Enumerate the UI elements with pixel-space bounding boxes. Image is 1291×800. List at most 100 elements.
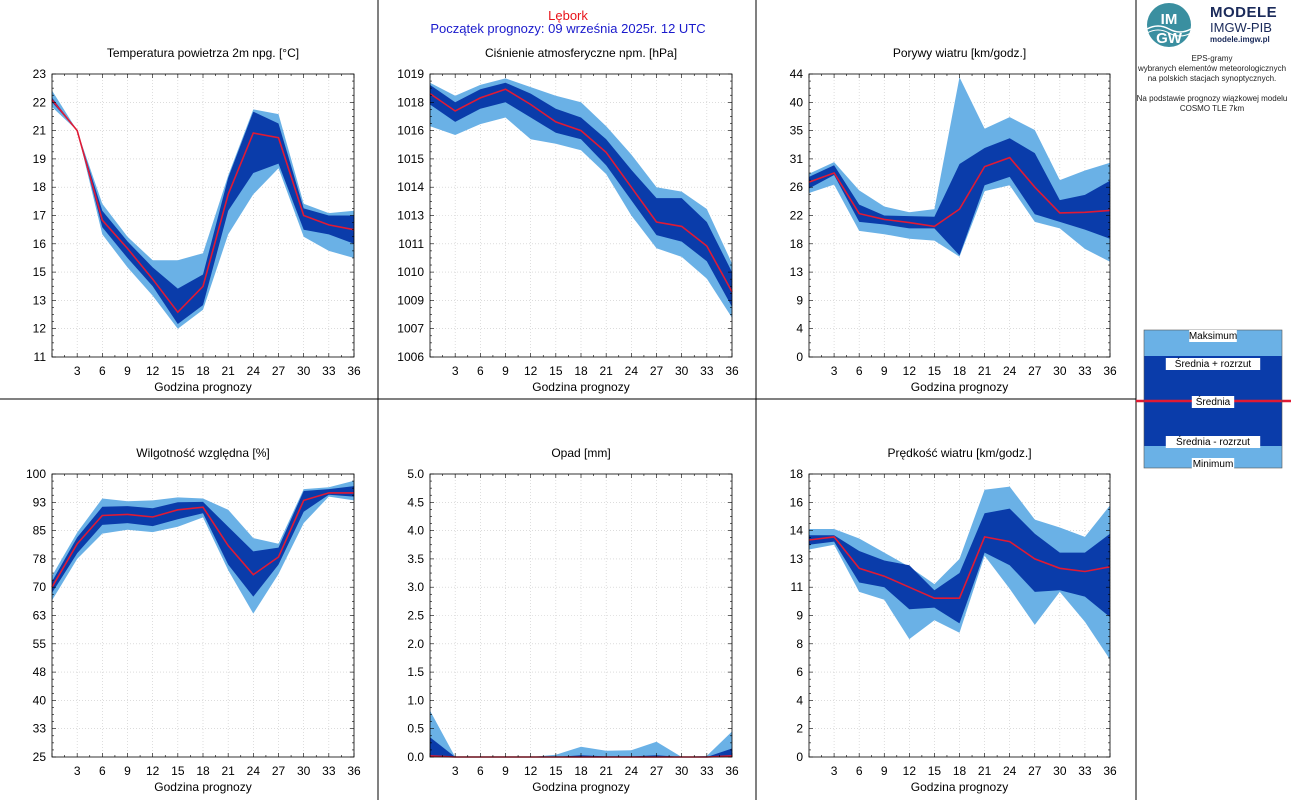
x-axis-label: Godzina prognozy [911, 380, 1008, 394]
x-axis-label: Godzina prognozy [911, 780, 1008, 794]
y-tick-label: 15 [33, 265, 47, 279]
y-tick-label: 8 [796, 637, 803, 651]
legend-min-label-bg [1191, 458, 1235, 470]
band-spread [809, 508, 1110, 624]
x-tick-label: 3 [452, 764, 459, 778]
x-tick-label: 15 [171, 764, 185, 778]
y-tick-label: 17 [33, 209, 47, 223]
y-tick-label: 4.0 [407, 524, 424, 538]
x-tick-label: 6 [477, 364, 484, 378]
y-tick-label: 1006 [397, 350, 424, 364]
y-tick-label: 4.5 [407, 495, 424, 509]
chart-title: Porywy wiatru [km/godz.] [893, 46, 1026, 60]
x-tick-label: 6 [856, 764, 863, 778]
x-tick-label: 24 [1003, 764, 1017, 778]
x-tick-label: 33 [322, 364, 336, 378]
y-tick-label: 1007 [397, 322, 424, 336]
chart-0: Temperatura powietrza 2m npg. [°C] 11 12 13… [33, 46, 361, 394]
y-tick-label: 26 [790, 180, 804, 194]
chart-title: Temperatura powietrza 2m npg. [°C] [107, 46, 299, 60]
x-tick-label: 9 [502, 364, 509, 378]
chart-2: Porywy wiatru [km/godz.] 0 4 9 13 18 22 26 31 35 4… [790, 46, 1117, 394]
x-axis-label: Godzina prognozy [154, 780, 251, 794]
desc-line: Na podstawie prognozy wiązkowej modelu [1136, 94, 1288, 103]
x-tick-label: 6 [99, 364, 106, 378]
y-tick-label: 18 [33, 180, 47, 194]
x-axis-label: Godzina prognozy [532, 780, 629, 794]
y-tick-label: 40 [790, 95, 804, 109]
x-tick-label: 36 [1103, 764, 1117, 778]
mean-line [808, 156, 1111, 228]
mean-line [808, 535, 1111, 599]
y-tick-label: 100 [26, 467, 46, 481]
x-tick-label: 24 [1003, 364, 1017, 378]
x-tick-label: 30 [297, 364, 311, 378]
x-tick-label: 33 [700, 364, 714, 378]
imgw-logo: IM GW MODELE IMGW-PIB modele.imgw.pl [1142, 2, 1282, 48]
y-tick-label: 3.0 [407, 580, 424, 594]
chart-5: Prędkość wiatru [km/godz.]02468911131416… [790, 446, 1117, 794]
chart-title: Ciśnienie atmosferyczne npm. [hPa] [485, 46, 677, 60]
y-tick-label: 93 [33, 495, 47, 509]
x-tick-label: 21 [221, 764, 235, 778]
chart-title: Wilgotność względna [%] [136, 446, 269, 460]
y-tick-label: 1.5 [407, 665, 424, 679]
y-tick-label: 22 [790, 209, 804, 223]
band-spread [430, 82, 732, 307]
y-tick-label: 3.5 [407, 552, 424, 566]
chart-3: Wilgotność względna [%]25334048556370788… [26, 446, 361, 794]
y-tick-label: 55 [33, 637, 47, 651]
y-tick-label: 16 [790, 495, 804, 509]
y-tick-label: 1019 [397, 67, 424, 81]
x-tick-label: 27 [650, 764, 664, 778]
y-tick-label: 9 [796, 293, 803, 307]
y-tick-label: 22 [33, 95, 47, 109]
x-tick-label: 15 [171, 364, 185, 378]
side-description: EPS-gramy wybranych elementów meteorolog… [1132, 54, 1291, 114]
x-tick-label: 3 [452, 364, 459, 378]
logo-url: modele.imgw.pl [1210, 35, 1270, 44]
x-tick-label: 33 [700, 764, 714, 778]
x-tick-label: 21 [978, 764, 992, 778]
y-tick-label: 48 [33, 665, 47, 679]
chart-1: Ciśnienie atmosferyczne npm. [hPa] 1006 10… [397, 46, 739, 394]
y-tick-label: 4 [796, 322, 803, 336]
x-tick-label: 6 [856, 364, 863, 378]
x-tick-label: 12 [524, 364, 538, 378]
x-tick-label: 36 [725, 364, 739, 378]
x-tick-label: 30 [675, 364, 689, 378]
x-tick-label: 24 [247, 764, 261, 778]
x-tick-label: 21 [221, 364, 235, 378]
x-tick-label: 18 [196, 764, 210, 778]
chart-title: Opad [mm] [551, 446, 610, 460]
band-spread [809, 138, 1110, 256]
x-tick-label: 12 [524, 764, 538, 778]
band-spread [52, 97, 354, 324]
x-tick-label: 12 [146, 364, 160, 378]
y-tick-label: 40 [33, 693, 47, 707]
x-tick-label: 36 [1103, 364, 1117, 378]
x-tick-label: 36 [725, 764, 739, 778]
x-tick-label: 9 [124, 364, 131, 378]
y-tick-label: 1018 [397, 95, 424, 109]
x-tick-label: 24 [625, 364, 639, 378]
legend-max-label: Maksimum [1189, 331, 1237, 342]
x-tick-label: 27 [272, 364, 286, 378]
x-tick-label: 6 [99, 764, 106, 778]
y-tick-label: 13 [790, 552, 804, 566]
y-tick-label: 19 [33, 152, 47, 166]
x-axis-label: Godzina prognozy [154, 380, 251, 394]
y-tick-label: 16 [33, 237, 47, 251]
x-tick-label: 30 [1053, 364, 1067, 378]
station-name: Lębork [548, 8, 588, 23]
logo-mark-top: IM [1161, 11, 1178, 28]
x-tick-label: 27 [650, 364, 664, 378]
legend-mean-label-bg [1191, 396, 1235, 408]
x-tick-label: 27 [1028, 764, 1042, 778]
x-tick-label: 30 [675, 764, 689, 778]
logo-mark-bottom: GW [1156, 30, 1183, 47]
y-tick-label: 11 [791, 580, 804, 594]
legend-lower-label-bg [1165, 436, 1261, 448]
